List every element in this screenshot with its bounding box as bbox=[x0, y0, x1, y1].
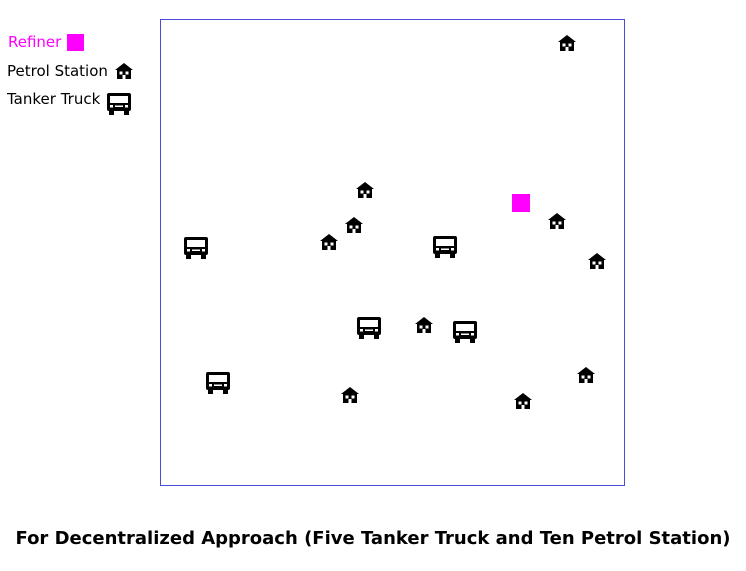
legend-item-truck: Tanker Truck bbox=[7, 87, 132, 111]
legend-label-truck: Tanker Truck bbox=[7, 90, 101, 108]
tanker-truck-icon bbox=[452, 320, 478, 344]
petrol-station-icon bbox=[319, 233, 339, 251]
legend-item-station: Petrol Station bbox=[7, 59, 134, 83]
tanker-truck-icon bbox=[205, 371, 231, 395]
truck-icon bbox=[106, 92, 132, 116]
petrol-station-icon bbox=[587, 252, 607, 270]
refiner-marker bbox=[512, 194, 530, 212]
legend-item-refiner: Refiner bbox=[8, 30, 85, 54]
petrol-station-icon bbox=[340, 386, 360, 404]
house-icon bbox=[114, 62, 134, 80]
figure-caption: For Decentralized Approach (Five Tanker … bbox=[15, 528, 731, 549]
petrol-station-icon bbox=[414, 316, 434, 334]
refiner-square-icon bbox=[67, 33, 85, 51]
petrol-station-icon bbox=[355, 181, 375, 199]
petrol-station-icon bbox=[344, 216, 364, 234]
tanker-truck-icon bbox=[356, 316, 382, 340]
tanker-truck-icon bbox=[183, 236, 209, 260]
petrol-station-icon bbox=[513, 392, 533, 410]
legend-label-refiner: Refiner bbox=[8, 33, 62, 51]
petrol-station-icon bbox=[557, 34, 577, 52]
tanker-truck-icon bbox=[432, 235, 458, 259]
map-area bbox=[160, 19, 625, 486]
legend-label-station: Petrol Station bbox=[7, 62, 108, 80]
petrol-station-icon bbox=[576, 366, 596, 384]
petrol-station-icon bbox=[547, 212, 567, 230]
